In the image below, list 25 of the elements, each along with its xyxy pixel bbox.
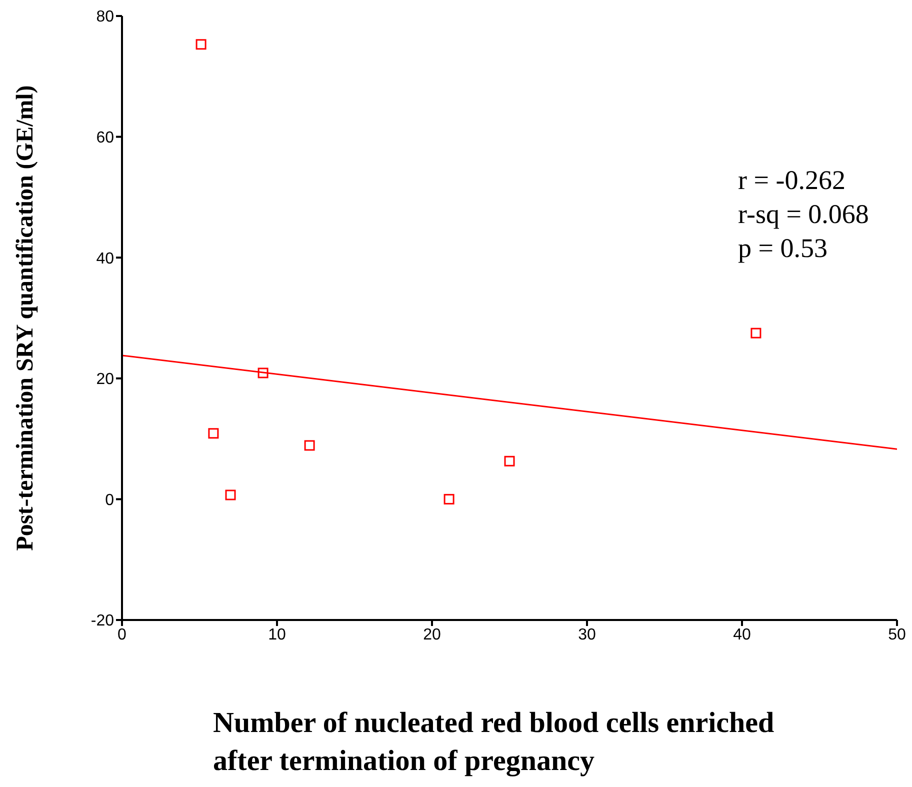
x-tick-label: 0	[118, 626, 127, 644]
y-tick-label: 20	[96, 371, 114, 388]
y-tick-label: 0	[105, 492, 114, 509]
point	[750, 328, 762, 338]
point	[196, 39, 206, 50]
x-tick-label: 10	[268, 626, 286, 644]
y-tick-label: -20	[90, 612, 114, 630]
point	[225, 490, 236, 500]
point	[208, 428, 219, 439]
y-tick-label: 40	[96, 250, 114, 268]
x-axis-title: Number of nucleated red blood cells enriched after termination of pregnancy	[213, 706, 776, 779]
annotation: r-sq = 0.068	[738, 198, 869, 231]
x-tick-label: 20	[423, 626, 441, 644]
x-tick-label: 50	[888, 626, 906, 644]
point	[258, 368, 268, 378]
point	[504, 456, 515, 466]
point	[444, 494, 454, 504]
x-tick-label: 30	[578, 626, 596, 644]
y-tick-label: 80	[96, 8, 114, 26]
y-axis-title: Post-termination SRY quantification (GE/ml)	[12, 85, 39, 551]
annotation: r = -0.262	[738, 164, 846, 197]
y-tick-label: 60	[96, 129, 114, 146]
point	[304, 440, 315, 451]
x-tick-label: 40	[733, 626, 751, 644]
annotation: p = 0.53	[738, 232, 828, 265]
